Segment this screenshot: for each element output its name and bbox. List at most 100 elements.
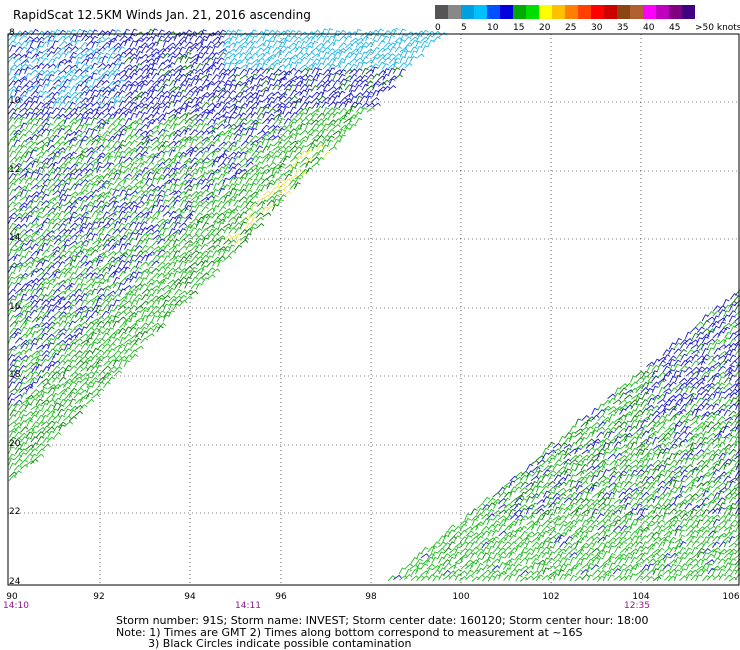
wind-barb [250,135,259,142]
wind-barb [79,222,87,230]
wind-barb [652,568,660,576]
wind-barb [481,575,491,582]
wind-barb [35,124,44,131]
wind-barb [663,507,671,515]
wind-barb [179,256,187,263]
wind-barb [552,501,560,509]
wind-barb [547,454,556,461]
wind-barb [31,425,39,433]
wind-barb [696,331,704,339]
wind-barb [707,393,716,400]
wind-barb [112,68,121,75]
wind-barb [101,179,110,186]
wind-barb [668,496,677,504]
wind-barb [514,529,522,537]
wind-barb [674,337,682,346]
wind-barb [81,74,90,80]
wind-barb [129,133,138,140]
wind-barb [25,39,34,47]
wind-barb [118,124,128,131]
wind-barb [586,498,595,505]
wind-barb [80,97,89,104]
wind-barb [140,161,148,168]
wind-barb [157,304,166,311]
wind-barb [630,409,637,417]
wind-barb [712,305,721,312]
wind-barb [255,118,263,126]
wind-barb [503,481,513,487]
wind-barb [135,200,145,207]
wind-barb [728,310,737,317]
wind-barb [140,103,149,109]
wind-barb [255,89,263,98]
wind-barb [57,124,66,131]
wind-barb [41,173,50,180]
wind-barb [295,127,303,135]
wind-barb [146,288,155,295]
wind-barb [239,228,248,236]
wind-barb [421,45,429,53]
wind-barb [168,167,176,175]
wind-barb [322,46,331,54]
wind-barb [513,503,522,510]
wind-barb [190,183,198,191]
wind-barb [350,101,358,109]
wind-barb [118,139,127,147]
wind-barb [349,58,358,64]
wind-barb [569,474,577,482]
wind-barb [184,194,193,201]
wind-barb [162,205,170,212]
legend-swatch [669,5,682,19]
wind-barb [168,132,176,140]
wind-barb [19,333,28,340]
wind-barb [680,513,689,520]
wind-barb [51,134,60,142]
wind-barb [524,552,533,559]
wind-barb [239,102,248,109]
wind-barb [250,73,258,81]
wind-barb [553,485,561,494]
wind-barb [108,80,117,87]
wind-barb [695,392,703,400]
wind-barb [118,51,127,59]
wind-barb [68,156,77,163]
wind-barb [112,294,121,301]
wind-barb [493,574,501,581]
wind-barb [75,298,83,305]
wind-barb [107,145,117,152]
wind-barb [662,563,671,570]
wind-barb [476,574,486,581]
wind-barb [20,392,28,400]
wind-barb [57,147,66,153]
wind-barb [509,513,519,520]
wind-barb [74,288,82,296]
wind-barb [543,536,552,543]
wind-barb-swaths [7,27,740,582]
wind-barb [321,89,328,97]
wind-barb [53,332,62,340]
wind-barb [618,437,628,444]
wind-barb [53,79,62,86]
wind-barb [107,227,116,234]
wind-barb [196,166,203,174]
wind-barb [163,179,173,185]
wind-barb [178,260,186,268]
wind-barb [438,567,446,575]
wind-barb [421,559,431,565]
wind-barb [585,525,594,532]
wind-barb [84,35,94,42]
wind-barb [657,524,666,532]
wind-barb [195,62,204,70]
wind-barb [393,574,402,580]
wind-barb [168,94,176,102]
wind-barb [256,112,265,120]
wind-barb [14,85,22,93]
wind-barb [354,84,362,92]
wind-barb [531,562,539,570]
map-title: RapidScat 12.5KM Winds Jan. 21, 2016 asc… [13,8,311,22]
wind-barb [288,128,297,135]
wind-barb [719,486,728,492]
wind-barb [84,216,92,224]
wind-barb [576,536,585,543]
wind-barb [195,78,203,85]
